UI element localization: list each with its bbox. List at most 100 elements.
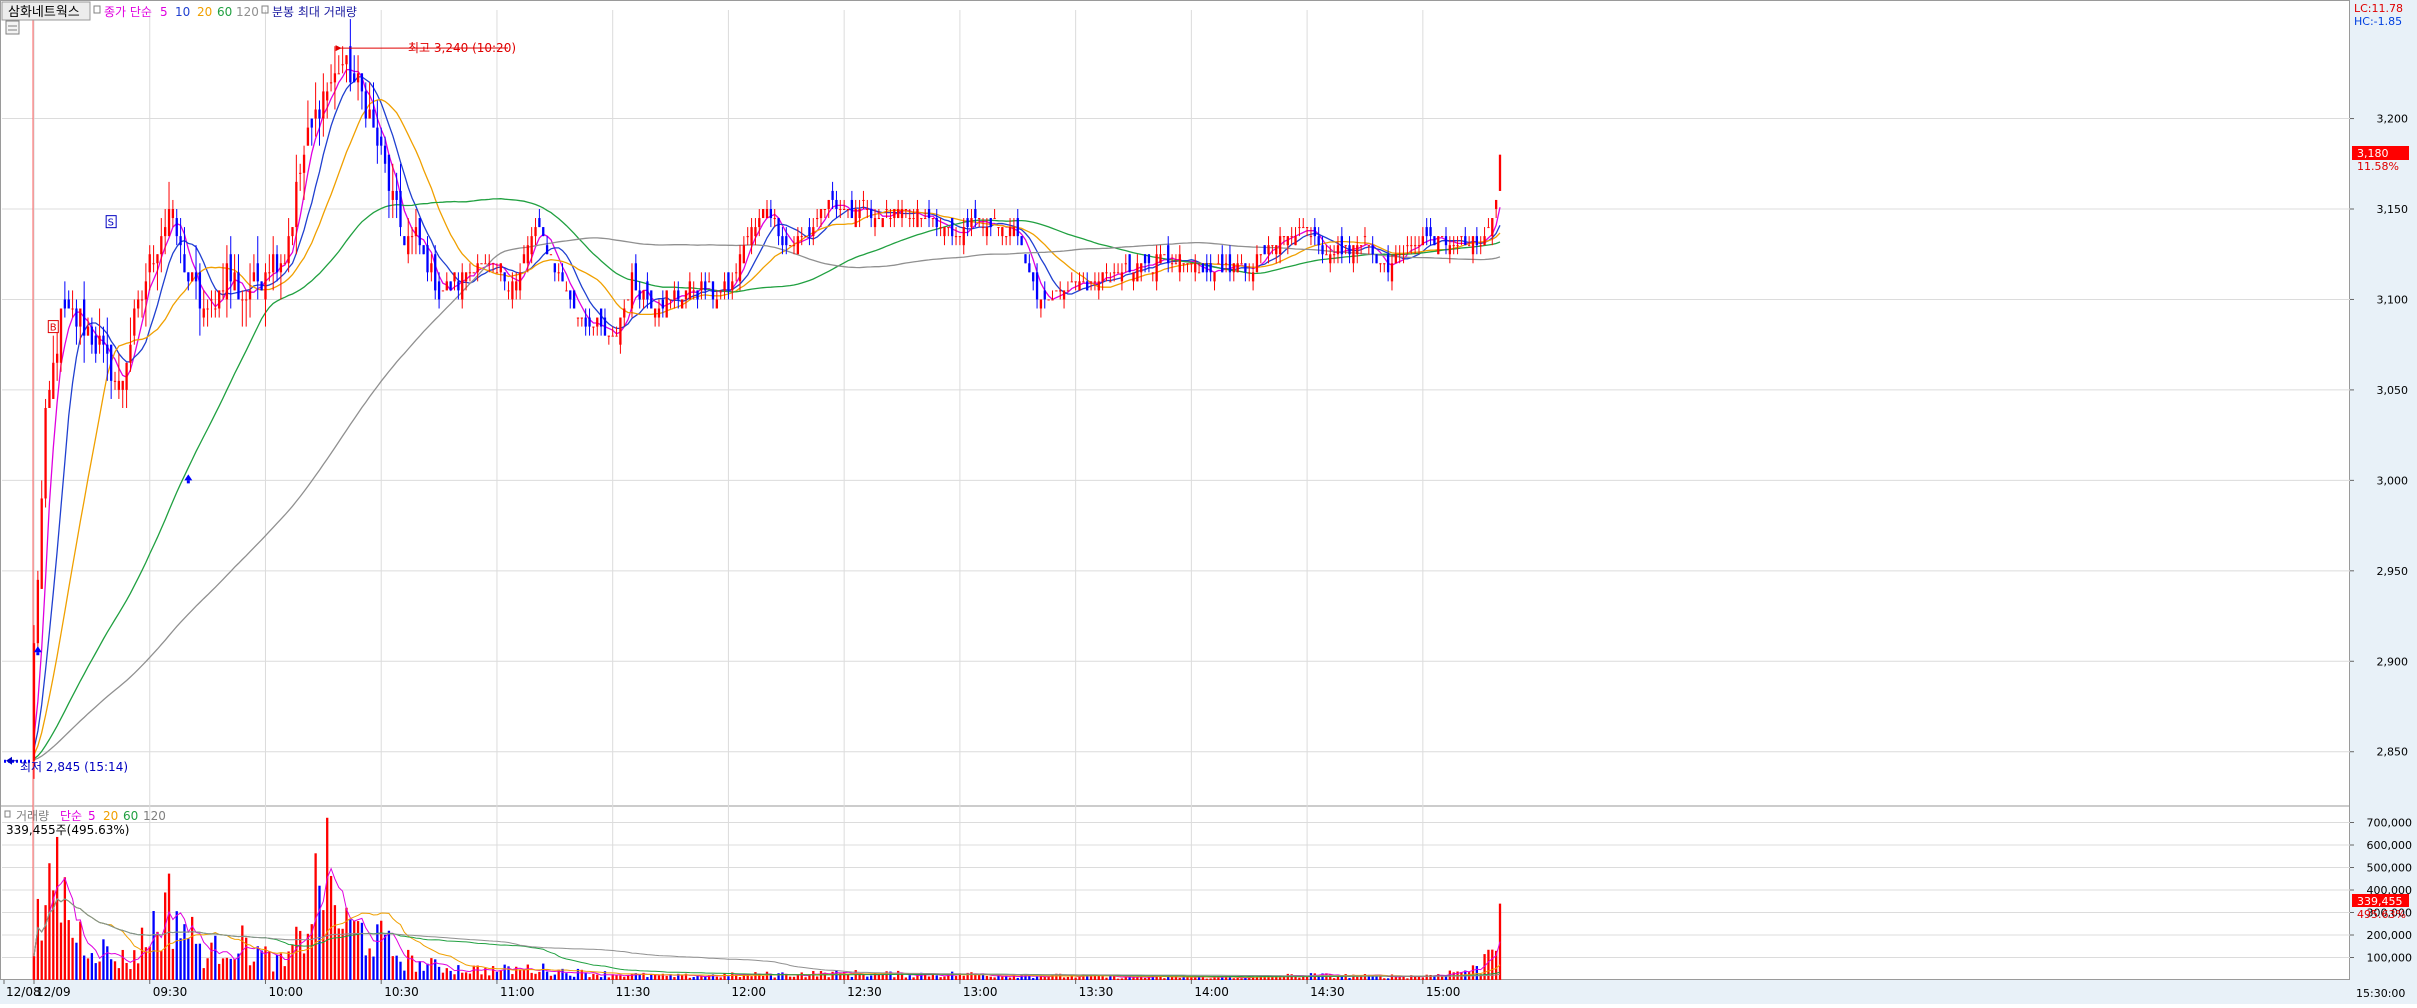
volume-tick-label: 700,000 xyxy=(2367,817,2413,830)
volume-bar xyxy=(361,923,363,980)
candle-body xyxy=(716,299,718,308)
candle-body xyxy=(723,281,725,290)
candle-body xyxy=(839,209,841,210)
volume-bar xyxy=(974,975,976,980)
volume-bar xyxy=(457,965,459,980)
candle-body xyxy=(1414,245,1416,246)
time-tick-label: 12:30 xyxy=(847,985,882,999)
candle-body xyxy=(1163,254,1165,255)
candle-body xyxy=(392,191,394,200)
volume-bar xyxy=(318,886,320,980)
candle-body xyxy=(847,209,849,210)
up-arrow-stem xyxy=(187,480,190,483)
candle-body xyxy=(982,227,984,228)
candle-body xyxy=(577,318,579,319)
volume-bar xyxy=(133,950,135,980)
candle-body xyxy=(878,218,880,219)
volume-bar xyxy=(781,972,783,980)
candle-body xyxy=(233,272,235,290)
candle-body xyxy=(102,336,104,345)
candle-body xyxy=(453,272,455,281)
volume-bar xyxy=(210,943,212,980)
candle-body xyxy=(696,290,698,299)
candle-body xyxy=(145,281,147,299)
candle-body xyxy=(666,290,668,317)
volume-bar xyxy=(1356,977,1358,980)
candle-body xyxy=(1321,245,1323,254)
volume-bar xyxy=(592,974,594,980)
candle-body xyxy=(1495,200,1497,209)
volume-bar xyxy=(716,977,718,980)
price-tick-label: 2,900 xyxy=(2377,655,2409,668)
candle-body xyxy=(1364,236,1366,237)
candle-body xyxy=(37,580,39,643)
volume-bar xyxy=(203,968,205,980)
volume-bar xyxy=(585,973,587,980)
volume-legend-sub: 단순 xyxy=(60,809,82,823)
volume-bar xyxy=(41,941,43,980)
up-arrow-stem xyxy=(36,652,39,655)
candle-body xyxy=(1074,281,1076,282)
grid-toggle-icon[interactable] xyxy=(6,21,19,34)
candle-body xyxy=(1445,236,1447,245)
candle-body xyxy=(129,345,131,363)
vol-legend-ma5: 5 xyxy=(88,809,96,823)
volume-bar xyxy=(442,973,444,980)
volume-bar xyxy=(357,921,359,980)
volume-bar xyxy=(1017,978,1019,980)
candle-body xyxy=(1383,263,1385,264)
volume-bar xyxy=(573,977,575,980)
volume-bar xyxy=(152,911,154,980)
candle-body xyxy=(1117,272,1119,273)
volume-bar xyxy=(600,977,602,980)
volume-bar xyxy=(1333,978,1335,980)
candle-body xyxy=(446,281,448,290)
candle-body xyxy=(909,218,911,219)
candle-body xyxy=(1310,236,1312,237)
volume-bar xyxy=(531,973,533,980)
volume-bar xyxy=(723,974,725,980)
volume-bar xyxy=(1426,975,1428,980)
candle-body xyxy=(804,236,806,237)
candle-body xyxy=(527,245,529,263)
volume-bar xyxy=(847,974,849,980)
candle-body xyxy=(955,236,957,237)
volume-bar xyxy=(299,931,301,980)
candle-body xyxy=(95,336,97,354)
volume-bar xyxy=(1318,977,1320,980)
candle-body xyxy=(1148,254,1150,263)
candle-body xyxy=(68,299,70,308)
candle-body xyxy=(1240,263,1242,264)
candle-body xyxy=(1256,254,1258,272)
candle-body xyxy=(357,73,359,82)
volume-bar xyxy=(1078,977,1080,980)
volume-bar xyxy=(569,976,571,980)
candle-body xyxy=(1437,236,1439,254)
candle-body xyxy=(673,290,675,299)
volume-bar xyxy=(1117,979,1119,980)
candle-body xyxy=(743,245,745,263)
candle-body xyxy=(1128,254,1130,272)
volume-bar xyxy=(338,928,340,980)
candle-body xyxy=(334,73,336,82)
volume-bar xyxy=(307,934,309,980)
candle-body xyxy=(990,218,992,227)
candle-body xyxy=(388,155,390,191)
candle-body xyxy=(504,272,506,281)
volume-bar xyxy=(689,978,691,980)
candle-body xyxy=(1210,263,1212,272)
candle-body xyxy=(1453,245,1455,246)
candle-body xyxy=(457,281,459,290)
volume-bar xyxy=(334,905,336,980)
candle-body xyxy=(1221,254,1223,272)
volume-bar xyxy=(214,936,216,980)
candle-body xyxy=(727,272,729,290)
volume-bar xyxy=(1044,977,1046,980)
candle-body xyxy=(1329,254,1331,263)
candle-body xyxy=(488,263,490,264)
legend-ma20: 20 xyxy=(197,5,212,19)
volume-bar xyxy=(322,910,324,980)
candle-body xyxy=(141,299,143,300)
